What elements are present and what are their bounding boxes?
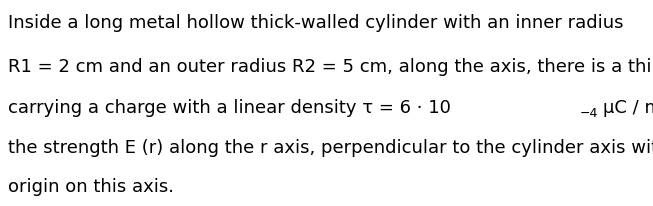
Text: the strength E (r) along the r axis, perpendicular to the cylinder axis with the: the strength E (r) along the r axis, per… — [8, 138, 653, 156]
Text: μC / m. Find the distribution of: μC / m. Find the distribution of — [603, 99, 653, 117]
Text: −4: −4 — [579, 106, 597, 119]
Text: carrying a charge with a linear density τ = 6 · 10: carrying a charge with a linear density … — [8, 99, 451, 117]
Text: R1 = 2 cm and an outer radius R2 = 5 cm, along the axis, there is a thin wire: R1 = 2 cm and an outer radius R2 = 5 cm,… — [8, 58, 653, 76]
Text: origin on this axis.: origin on this axis. — [8, 177, 174, 195]
Text: Inside a long metal hollow thick-walled cylinder with an inner radius: Inside a long metal hollow thick-walled … — [8, 14, 624, 32]
